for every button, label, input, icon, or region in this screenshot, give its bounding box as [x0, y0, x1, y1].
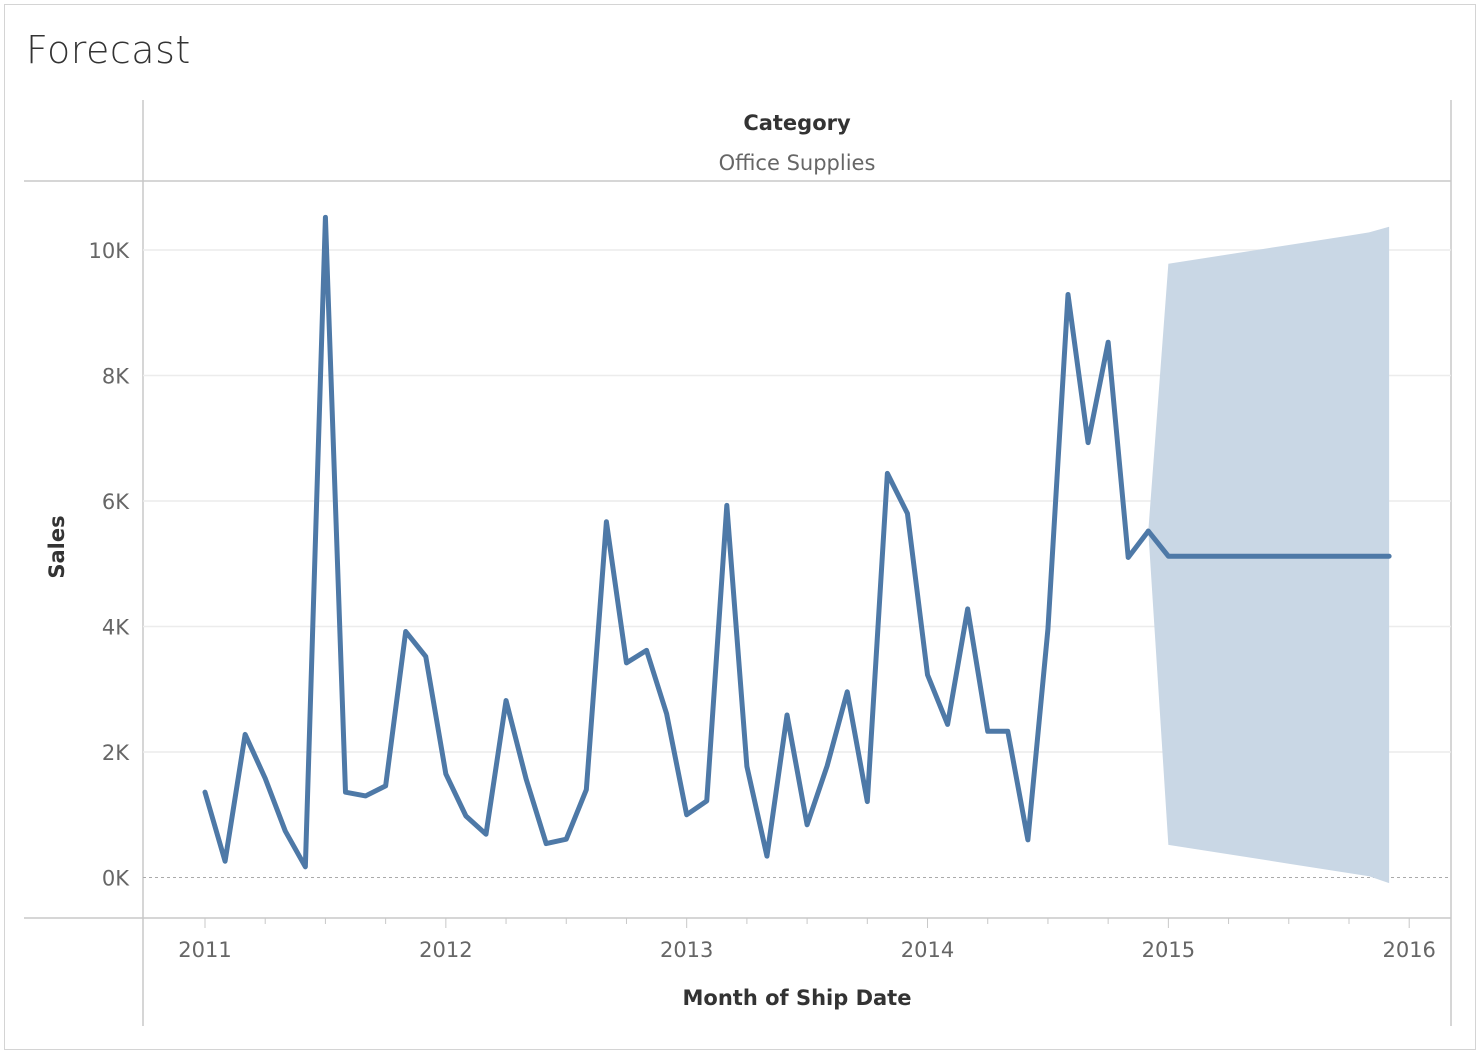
- x-axis-title: Month of Ship Date: [683, 986, 912, 1010]
- x-tick-label: 2012: [419, 938, 472, 962]
- y-tick-label: 4K: [102, 616, 130, 640]
- y-tick-label: 10K: [89, 239, 131, 263]
- y-axis-title: Sales: [45, 515, 69, 578]
- x-tick-label: 2014: [901, 938, 954, 962]
- x-tick-label: 2013: [660, 938, 713, 962]
- column-header-value: Office Supplies: [719, 151, 876, 175]
- y-tick-label: 0K: [102, 867, 130, 891]
- y-tick-label: 8K: [102, 365, 130, 389]
- x-axis: 2011 2012 2013 2014 2015 2016: [178, 918, 1436, 962]
- x-tick-label: 2016: [1382, 938, 1435, 962]
- chart-title: Forecast: [26, 28, 191, 72]
- series-layer: [202, 214, 1392, 870]
- y-tick-label: 2K: [102, 741, 130, 765]
- column-header-title: Category: [743, 111, 851, 135]
- actual-sales-line[interactable]: [202, 214, 1151, 870]
- pane-borders: [24, 100, 1452, 1026]
- forecast-sales-line[interactable]: [1145, 528, 1392, 559]
- y-axis: 0K 2K 4K 6K 8K 10K: [89, 239, 131, 891]
- x-tick-label: 2011: [178, 938, 231, 962]
- x-tick-label: 2015: [1142, 938, 1195, 962]
- y-tick-label: 6K: [102, 490, 130, 514]
